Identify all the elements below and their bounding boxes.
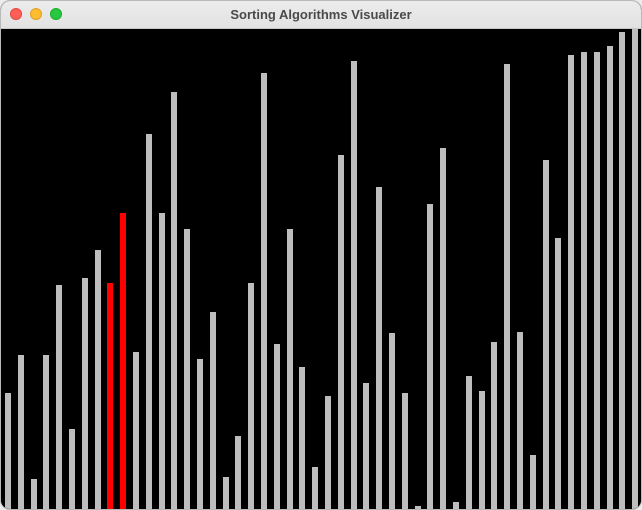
bar [43,355,50,509]
bar-active [120,213,127,509]
minimize-window-button[interactable] [30,8,42,20]
bar [363,383,370,509]
bar [453,502,459,509]
maximize-window-button[interactable] [50,8,62,20]
bar [184,229,191,509]
bar [30,479,37,509]
bar [56,285,63,509]
bar [337,155,344,509]
bar-active [107,283,114,509]
bar [542,160,549,509]
bar [440,148,447,509]
bar [465,376,472,509]
bar [504,64,511,509]
bar [197,359,203,509]
bar [5,393,11,509]
bar [69,429,75,509]
bar [593,52,600,509]
bar [529,455,536,509]
bar [81,278,88,509]
bar [606,46,613,509]
bar [286,229,293,509]
bar [235,436,242,509]
bar [517,332,523,509]
close-window-button[interactable] [10,8,22,20]
bar [158,213,165,509]
bar [209,312,216,509]
visualizer-canvas [1,29,641,509]
window-title: Sorting Algorithms Visualizer [230,7,412,22]
bar [171,92,178,509]
bar [261,73,267,509]
bar [222,477,229,509]
bar [568,55,575,509]
bar [325,396,331,509]
bar [312,467,319,509]
bar [491,342,498,509]
bar [350,61,357,509]
bar [273,344,280,509]
bar [376,187,383,509]
bar [401,393,408,509]
title-bar[interactable]: Sorting Algorithms Visualizer [1,1,641,29]
bar [248,283,255,509]
bar [619,32,626,509]
bar [145,134,152,509]
bar [299,367,306,509]
bar [581,52,587,509]
bar [632,29,639,509]
bar [133,352,139,509]
bar [17,355,24,509]
bar [414,506,421,509]
bar [427,204,434,509]
bar [389,333,395,509]
bar [478,391,485,509]
bar [94,250,101,509]
bar [555,238,562,509]
